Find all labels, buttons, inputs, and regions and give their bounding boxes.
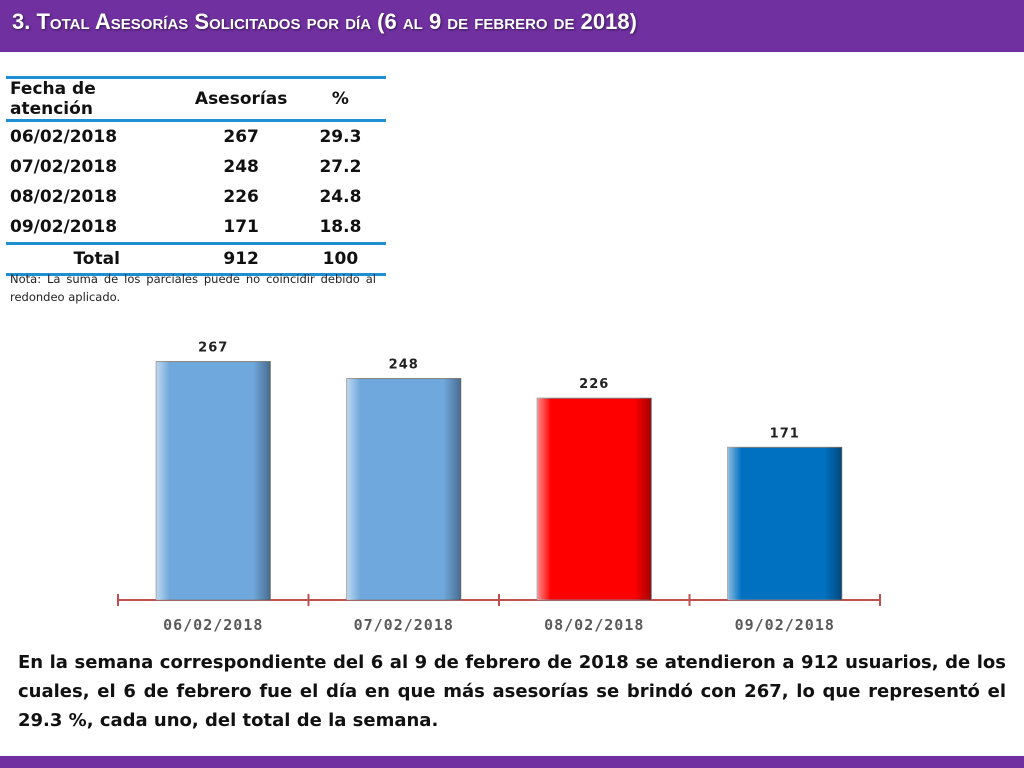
bar-value-label: 226: [579, 377, 609, 392]
bar-shading: [537, 398, 652, 600]
bar-value-label: 267: [198, 341, 228, 356]
table-cell-count: 226: [223, 187, 259, 207]
bar-shading: [727, 447, 842, 600]
table-cell-date: 09/02/2018: [10, 217, 118, 237]
bar-shading: [346, 378, 461, 600]
bottom-bar: [0, 756, 1024, 768]
table-cell-percent: 29.3: [319, 127, 362, 147]
column-header-count: Asesorías: [187, 76, 295, 122]
bar-value-label: 171: [770, 426, 800, 441]
table-cell-date: 08/02/2018: [10, 187, 118, 207]
bar-chart: 267 06/02/2018 248 07/02/2018 226 08/02/2018 1…: [117, 341, 881, 634]
table-row: 06/02/2018 267 29.3: [6, 121, 386, 153]
total-count: 912: [187, 242, 295, 276]
table-cell-date: 07/02/2018: [10, 157, 118, 177]
title-bar: 3. Total Asesorías Solicitados por día (…: [0, 0, 1024, 52]
table-cell-date: 06/02/2018: [10, 127, 118, 147]
bar-shading: [156, 361, 271, 600]
table-cell-count: 248: [223, 157, 259, 177]
x-tick-label: 06/02/2018: [163, 616, 263, 634]
total-label: Total: [6, 242, 188, 276]
x-tick-label: 08/02/2018: [544, 616, 644, 634]
bar-value-label: 248: [389, 358, 419, 373]
x-tick-label: 07/02/2018: [354, 616, 454, 634]
table-row: 07/02/2018 248 27.2: [6, 152, 386, 182]
table-row: 08/02/2018 226 24.8: [6, 182, 386, 212]
table-cell-count: 267: [223, 127, 259, 147]
table-header-row: Fecha de atención Asesorías %: [6, 76, 386, 122]
rounding-note: Nota: La suma de los parciales puede no …: [10, 272, 376, 304]
page-title: 3. Total Asesorías Solicitados por día (…: [12, 9, 637, 34]
table-cell-percent: 18.8: [319, 217, 362, 237]
table-cell-percent: 24.8: [319, 187, 362, 207]
column-header-date: Fecha de atención: [6, 76, 188, 122]
total-percent: 100: [294, 242, 386, 276]
x-tick-label: 09/02/2018: [735, 616, 835, 634]
table-row: 09/02/2018 171 18.8: [6, 212, 386, 244]
table-cell-percent: 27.2: [319, 157, 362, 177]
table-total-row: Total 912 100: [6, 242, 386, 276]
table-cell-count: 171: [223, 217, 259, 237]
data-table: Fecha de atención Asesorías % 06/02/2018…: [6, 76, 386, 276]
column-header-percent: %: [294, 76, 386, 122]
summary-paragraph: En la semana correspondiente del 6 al 9 …: [18, 652, 1006, 731]
